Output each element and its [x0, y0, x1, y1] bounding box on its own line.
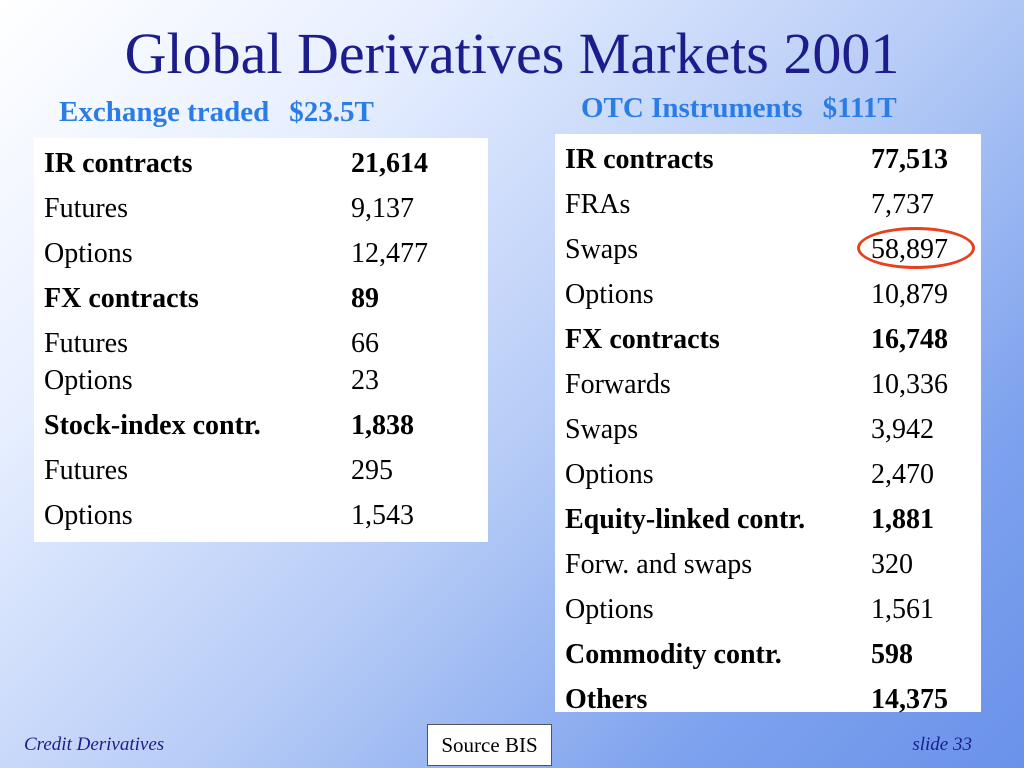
row-label: Options [44, 238, 133, 269]
row-label: Equity-linked contr. [565, 504, 806, 535]
slide-title: Global Derivatives Markets 2001 [124, 21, 900, 86]
row-value: 2,470 [871, 459, 934, 490]
row-value: 3,942 [871, 414, 934, 445]
row-value: 7,737 [871, 189, 934, 220]
row-label: Swaps [565, 234, 639, 265]
row-value: 21,614 [351, 148, 428, 179]
row-label: Futures [44, 455, 128, 486]
table-row: FX contracts 89 [34, 278, 488, 323]
row-label: Options [565, 594, 654, 625]
table-row: Futures 295 [34, 450, 488, 495]
row-label: Forw. and swaps [565, 549, 753, 580]
exchange-traded-table: IR contracts 21,614 Futures 9,137 Options 12,… [34, 138, 488, 542]
table-row: Options 1,561 [555, 589, 981, 634]
row-value: 66 [351, 328, 379, 359]
row-label: Commodity contr. [565, 639, 782, 670]
table-row: Forw. and swaps 320 [555, 544, 981, 589]
otc-amount: $111T [822, 92, 897, 124]
row-label: Swaps [565, 414, 639, 445]
row-label: IR contracts [565, 144, 714, 175]
row-label: Options [44, 365, 133, 396]
row-value: 23 [351, 365, 379, 396]
table-row: Swaps 3,942 [555, 409, 981, 454]
table-row: Equity-linked contr. 1,881 [555, 499, 981, 544]
table-row: FX contracts 16,748 [555, 319, 981, 364]
row-label: Stock-index contr. [44, 410, 261, 441]
exchange-heading-label: Exchange traded [59, 96, 270, 128]
row-value: 598 [871, 639, 913, 670]
row-value: 1,881 [871, 504, 934, 535]
table-row: Options 12,477 [34, 233, 488, 278]
row-label: Others [565, 684, 648, 715]
row-value: 295 [351, 455, 393, 486]
table-row: FRAs 7,737 [555, 184, 981, 229]
table-row: Commodity contr. 598 [555, 634, 981, 679]
table-row: Swaps 58,897 [555, 227, 981, 274]
exchange-traded-heading: Exchange traded $23.5T [59, 96, 374, 129]
table-row: Stock-index contr. 1,838 [34, 405, 488, 450]
table-row: IR contracts 77,513 [555, 139, 981, 184]
row-value: 77,513 [871, 144, 948, 175]
row-label: Options [565, 279, 654, 310]
row-value: 1,561 [871, 594, 934, 625]
row-value: 89 [351, 283, 379, 314]
row-label: Options [565, 459, 654, 490]
row-value: 12,477 [351, 238, 428, 269]
table-row: IR contracts 21,614 [34, 143, 488, 188]
row-label: Options [44, 500, 133, 531]
table-row: Futures 9,137 [34, 188, 488, 233]
exchange-amount: $23.5T [289, 96, 374, 128]
row-value: 10,879 [871, 279, 948, 310]
row-value: 320 [871, 549, 913, 580]
row-label: IR contracts [44, 148, 193, 179]
table-row: Options 23 [34, 360, 488, 405]
row-value: 16,748 [871, 324, 948, 355]
otc-instruments-table: IR contracts 77,513 FRAs 7,737 Swaps 58,897 Op… [555, 134, 981, 715]
table-row: Forwards 10,336 [555, 364, 981, 409]
source-label: Source BIS [427, 724, 552, 766]
table-row: Options 10,879 [555, 274, 981, 319]
row-value: 9,137 [351, 193, 414, 224]
row-label: FX contracts [44, 283, 199, 314]
footer-course-title: Credit Derivatives [24, 734, 165, 755]
table-row: Options 2,470 [555, 454, 981, 499]
row-label: FX contracts [565, 324, 720, 355]
slide-number: slide 33 [912, 734, 972, 755]
row-value: 1,838 [351, 410, 414, 441]
row-value: 1,543 [351, 500, 414, 531]
otc-instruments-heading: OTC Instruments $111T [581, 92, 897, 125]
row-label: Futures [44, 328, 128, 359]
row-label: FRAs [565, 189, 631, 220]
otc-heading-label: OTC Instruments [581, 92, 803, 124]
table-row: Options 1,543 [34, 495, 488, 540]
highlight-circle [857, 227, 975, 269]
table-row: Others 14,375 [555, 679, 981, 724]
row-value: 14,375 [871, 684, 948, 715]
row-label: Futures [44, 193, 128, 224]
row-label: Forwards [565, 369, 671, 400]
table-row: Futures 66 [34, 323, 488, 360]
row-value: 10,336 [871, 369, 948, 400]
